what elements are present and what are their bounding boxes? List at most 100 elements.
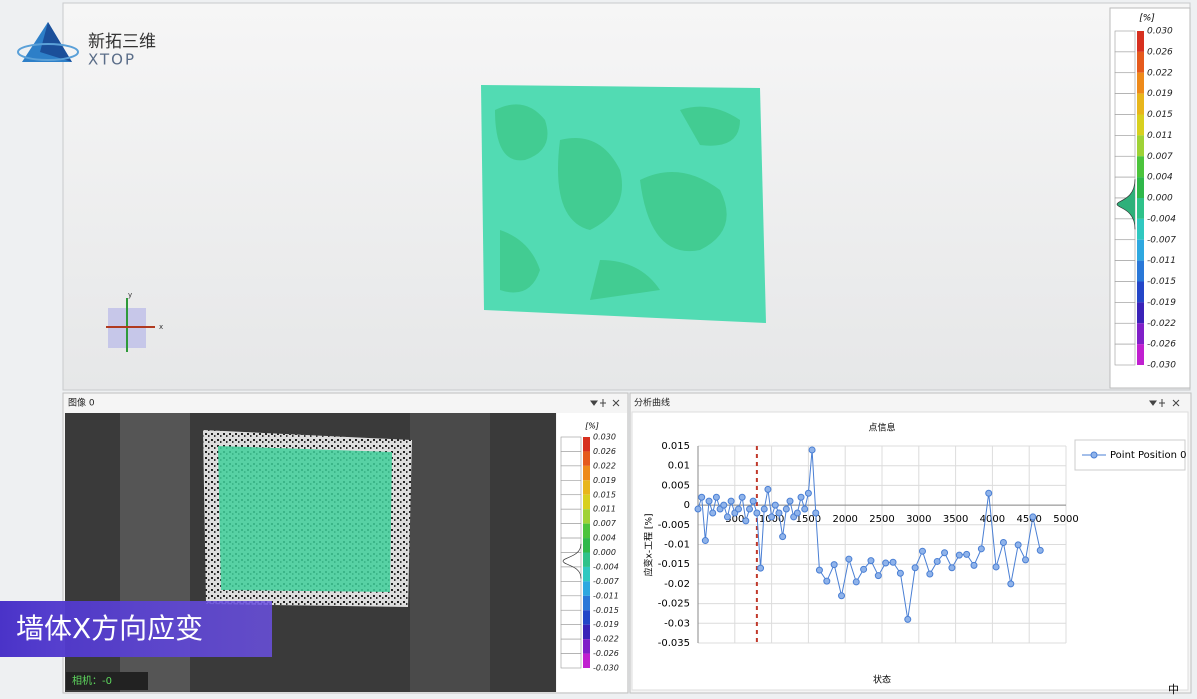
panel-buttons[interactable] xyxy=(590,399,1180,407)
data-point xyxy=(698,493,706,501)
surface xyxy=(481,85,766,323)
colorbar-label: -0.030 xyxy=(593,664,619,673)
colorbar-label: 0.007 xyxy=(593,519,617,528)
colorbar-color xyxy=(583,595,590,611)
colorbar-label: 0.004 xyxy=(1147,173,1173,183)
colorbar-color xyxy=(583,624,590,640)
y-axis-label: 应变x-工程 [%] xyxy=(643,513,655,576)
colorbar-color xyxy=(1137,93,1144,115)
histogram xyxy=(1116,179,1136,230)
colorbar-label: -0.030 xyxy=(1147,361,1176,371)
y-tick-label: -0.005 xyxy=(658,520,690,531)
colorbar-color xyxy=(1137,114,1144,136)
colorbar-label: 0.030 xyxy=(593,433,616,442)
colorbar-cell xyxy=(560,624,582,640)
ime-indicator: 中 xyxy=(1168,683,1179,695)
data-point xyxy=(838,592,846,600)
colorbar-color xyxy=(583,494,590,510)
colorbar-label: -0.004 xyxy=(1147,214,1176,224)
data-point xyxy=(764,485,772,493)
y-tick-label: -0.01 xyxy=(664,540,690,551)
colorbar-cell xyxy=(1114,302,1136,324)
data-point xyxy=(896,569,904,577)
colorbar-label: 0.026 xyxy=(1147,47,1173,57)
colorbar-label: 0.022 xyxy=(1147,68,1173,78)
colorbar-label: -0.007 xyxy=(593,577,620,586)
colorbar-cell xyxy=(560,480,582,496)
data-point xyxy=(985,489,993,497)
data-point xyxy=(815,566,823,574)
colorbar-label: -0.004 xyxy=(593,562,619,571)
data-point xyxy=(1014,541,1022,549)
data-point xyxy=(860,565,868,573)
data-point xyxy=(786,497,794,505)
colorbar-cell xyxy=(1114,322,1136,345)
x-tick-label: 4000 xyxy=(980,514,1005,525)
colorbar-cell xyxy=(1114,155,1136,178)
colorbar-color xyxy=(583,480,590,495)
x-tick-label: 500 xyxy=(725,514,744,525)
colorbar-label: 0.011 xyxy=(593,505,616,514)
data-point xyxy=(977,545,985,553)
data-point xyxy=(768,513,776,521)
colorbar-color xyxy=(583,437,590,452)
logo-ring xyxy=(17,43,79,61)
colorbar-label: 0.026 xyxy=(593,447,616,456)
colorbar-cell xyxy=(1114,72,1136,94)
data-point xyxy=(812,509,820,517)
colorbar-cell xyxy=(1114,30,1136,53)
y-tick-label: -0.03 xyxy=(664,618,690,629)
data-point xyxy=(712,493,720,501)
colorbar-color xyxy=(1137,31,1144,52)
data-point xyxy=(709,509,717,517)
data-point xyxy=(992,563,1000,571)
x-tick-label: 1500 xyxy=(796,514,821,525)
colorbar-color xyxy=(1137,260,1144,282)
colorbar-color xyxy=(1137,239,1144,261)
data-point xyxy=(720,501,728,509)
axis-label: y xyxy=(128,291,132,299)
data-point xyxy=(1029,513,1037,521)
colorbar-color xyxy=(1137,344,1144,365)
histogram xyxy=(562,543,582,579)
colorbar-label: 0.011 xyxy=(1147,131,1173,141)
colorbar-label: -0.011 xyxy=(593,591,619,600)
colorbar-color xyxy=(1137,72,1144,94)
data-point xyxy=(804,489,812,497)
colorbar-label: 0.019 xyxy=(593,476,616,485)
data-point xyxy=(723,513,731,521)
data-point xyxy=(753,509,761,517)
camera-label: 相机：-0 xyxy=(72,674,112,687)
logo-name: 新拓三维 xyxy=(88,32,156,52)
data-point xyxy=(845,555,853,563)
colorbar-cell xyxy=(560,537,582,553)
colorbar-cell xyxy=(560,523,582,539)
logo-brand: XTOP xyxy=(88,51,136,69)
colorbar-unit: [%] xyxy=(585,422,599,431)
colorbar-label: -0.007 xyxy=(1147,235,1176,245)
colorbar-label: 0.022 xyxy=(593,461,616,470)
colorbar-color xyxy=(583,509,590,524)
data-point xyxy=(955,551,963,559)
data-point xyxy=(775,509,783,517)
colorbar-label: 0.015 xyxy=(593,490,616,499)
y-tick-label: -0.035 xyxy=(658,638,690,649)
data-point xyxy=(734,505,742,513)
data-point xyxy=(797,493,805,501)
data-point xyxy=(911,564,919,572)
data-point xyxy=(904,615,912,623)
colorbar-color xyxy=(583,552,590,567)
colorbar-label: -0.011 xyxy=(1147,256,1176,266)
data-point xyxy=(738,493,746,501)
colorbar-color xyxy=(583,523,590,539)
colorbar-color xyxy=(1137,156,1144,178)
data-point xyxy=(999,539,1007,547)
data-point xyxy=(757,564,765,572)
colorbar-cell xyxy=(1114,51,1136,74)
y-tick-label: -0.02 xyxy=(664,579,690,590)
panel-title: 图像 0 xyxy=(68,397,95,409)
data-point xyxy=(808,446,816,454)
colorbar-cell xyxy=(1114,260,1136,282)
